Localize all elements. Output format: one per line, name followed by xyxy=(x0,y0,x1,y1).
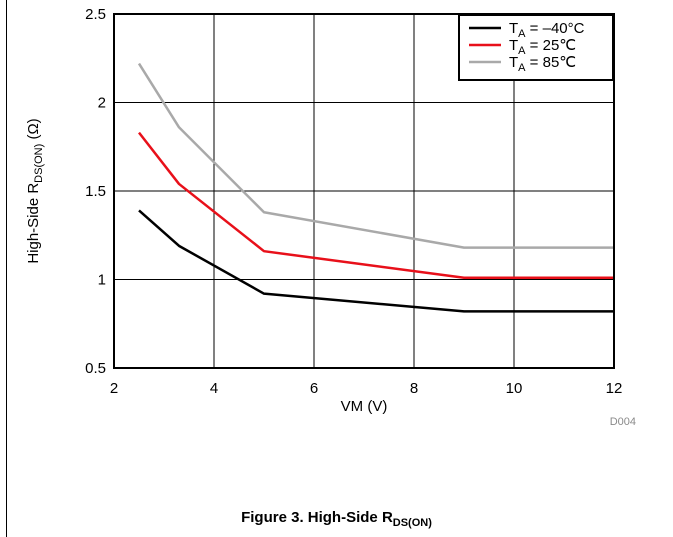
y-tick-label: 0.5 xyxy=(85,360,106,377)
series-layer xyxy=(137,62,614,313)
caption-main: Figure 3. High-Side R xyxy=(241,509,393,526)
grid xyxy=(114,14,614,368)
caption-sub: DS(ON) xyxy=(392,517,432,529)
y-tick-label: 2.5 xyxy=(85,6,106,23)
figure-code-label: D004 xyxy=(610,416,636,428)
plot-frame xyxy=(113,13,615,369)
y-tick-label: 1.5 xyxy=(85,183,106,200)
series-line xyxy=(138,131,614,279)
x-tick-label: 8 xyxy=(410,380,418,397)
series-line xyxy=(138,209,614,313)
tick-labels: 2 4 6 8 10 12 0.5 1 1.5 2 2.5 xyxy=(85,6,622,397)
series-line xyxy=(137,62,614,249)
page-left-border xyxy=(6,0,7,537)
y-axis-label-unit: (Ω) xyxy=(25,118,42,143)
chart: 2 4 6 8 10 12 0.5 1 1.5 2 2.5 VM (V) High-Side RDS… xyxy=(25,6,636,428)
legend-entry-label: TA = –40°C xyxy=(509,20,585,40)
x-tick-label: 6 xyxy=(310,380,318,397)
y-axis-label: High-Side RDS(ON) (Ω) xyxy=(25,118,45,263)
legend-entry-label: TA = 85℃ xyxy=(509,54,576,74)
x-tick-label: 4 xyxy=(210,380,218,397)
x-tick-label: 2 xyxy=(110,380,118,397)
y-axis-label-main: High-Side R xyxy=(25,183,42,264)
figure-caption: Figure 3. High-Side RDS(ON) xyxy=(0,509,673,529)
x-tick-label: 12 xyxy=(606,380,623,397)
y-tick-label: 2 xyxy=(98,95,106,112)
y-axis-label-sub: DS(ON) xyxy=(33,144,45,183)
legend-entry-label: TA = 25℃ xyxy=(509,37,576,57)
x-tick-label: 10 xyxy=(506,380,523,397)
y-tick-label: 1 xyxy=(98,272,106,289)
legend-box xyxy=(458,14,614,81)
x-axis-label: VM (V) xyxy=(341,398,388,415)
legend: TA = –40°CTA = 25℃TA = 85℃ xyxy=(458,14,614,81)
